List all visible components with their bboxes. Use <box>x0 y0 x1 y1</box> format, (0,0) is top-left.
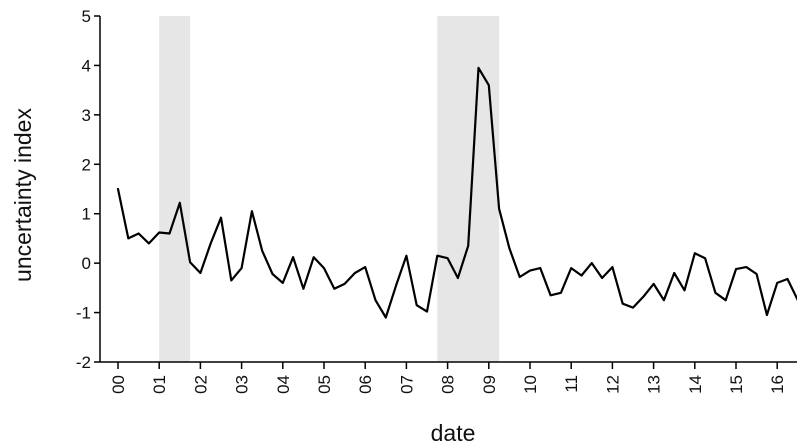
x-tick-label: 06 <box>356 375 375 394</box>
y-axis-title: uncertainty index <box>10 108 36 282</box>
x-tick-label: 05 <box>315 375 334 394</box>
y-tick-label: 5 <box>82 7 91 26</box>
x-tick-label: 11 <box>562 375 581 393</box>
x-axis-title: date <box>431 420 476 446</box>
series-lines <box>116 66 797 319</box>
x-tick-label: 04 <box>274 375 293 394</box>
x-tick-label: 08 <box>439 375 458 394</box>
y-tick-label: -1 <box>76 304 91 323</box>
recession-shading <box>159 16 500 362</box>
x-tick-label: 00 <box>109 375 128 394</box>
y-tick-label: -2 <box>76 353 91 372</box>
y-tick-label: 2 <box>82 155 91 174</box>
x-tick-label: 14 <box>686 375 705 394</box>
y-tick-label: 0 <box>82 254 91 273</box>
y-tick-label: 3 <box>82 106 91 125</box>
shaded-period-1 <box>159 16 191 362</box>
x-tick-label: 07 <box>397 375 416 394</box>
axes <box>94 15 797 369</box>
x-tick-label: 12 <box>603 375 622 394</box>
x-tick-label: 02 <box>191 375 210 394</box>
y-tick-label: 1 <box>82 205 91 224</box>
y-tick-label: 4 <box>82 56 91 75</box>
x-tick-label: 09 <box>480 375 499 394</box>
x-tick-label: 03 <box>233 375 252 394</box>
x-tick-label: 10 <box>521 375 540 394</box>
x-tick-label: 13 <box>645 375 664 394</box>
x-tick-label: 01 <box>150 375 169 394</box>
series-line-1 <box>116 66 797 319</box>
x-tick-label: 15 <box>727 375 746 394</box>
shaded-period-2 <box>437 16 500 362</box>
x-tick-label: 16 <box>768 375 787 394</box>
